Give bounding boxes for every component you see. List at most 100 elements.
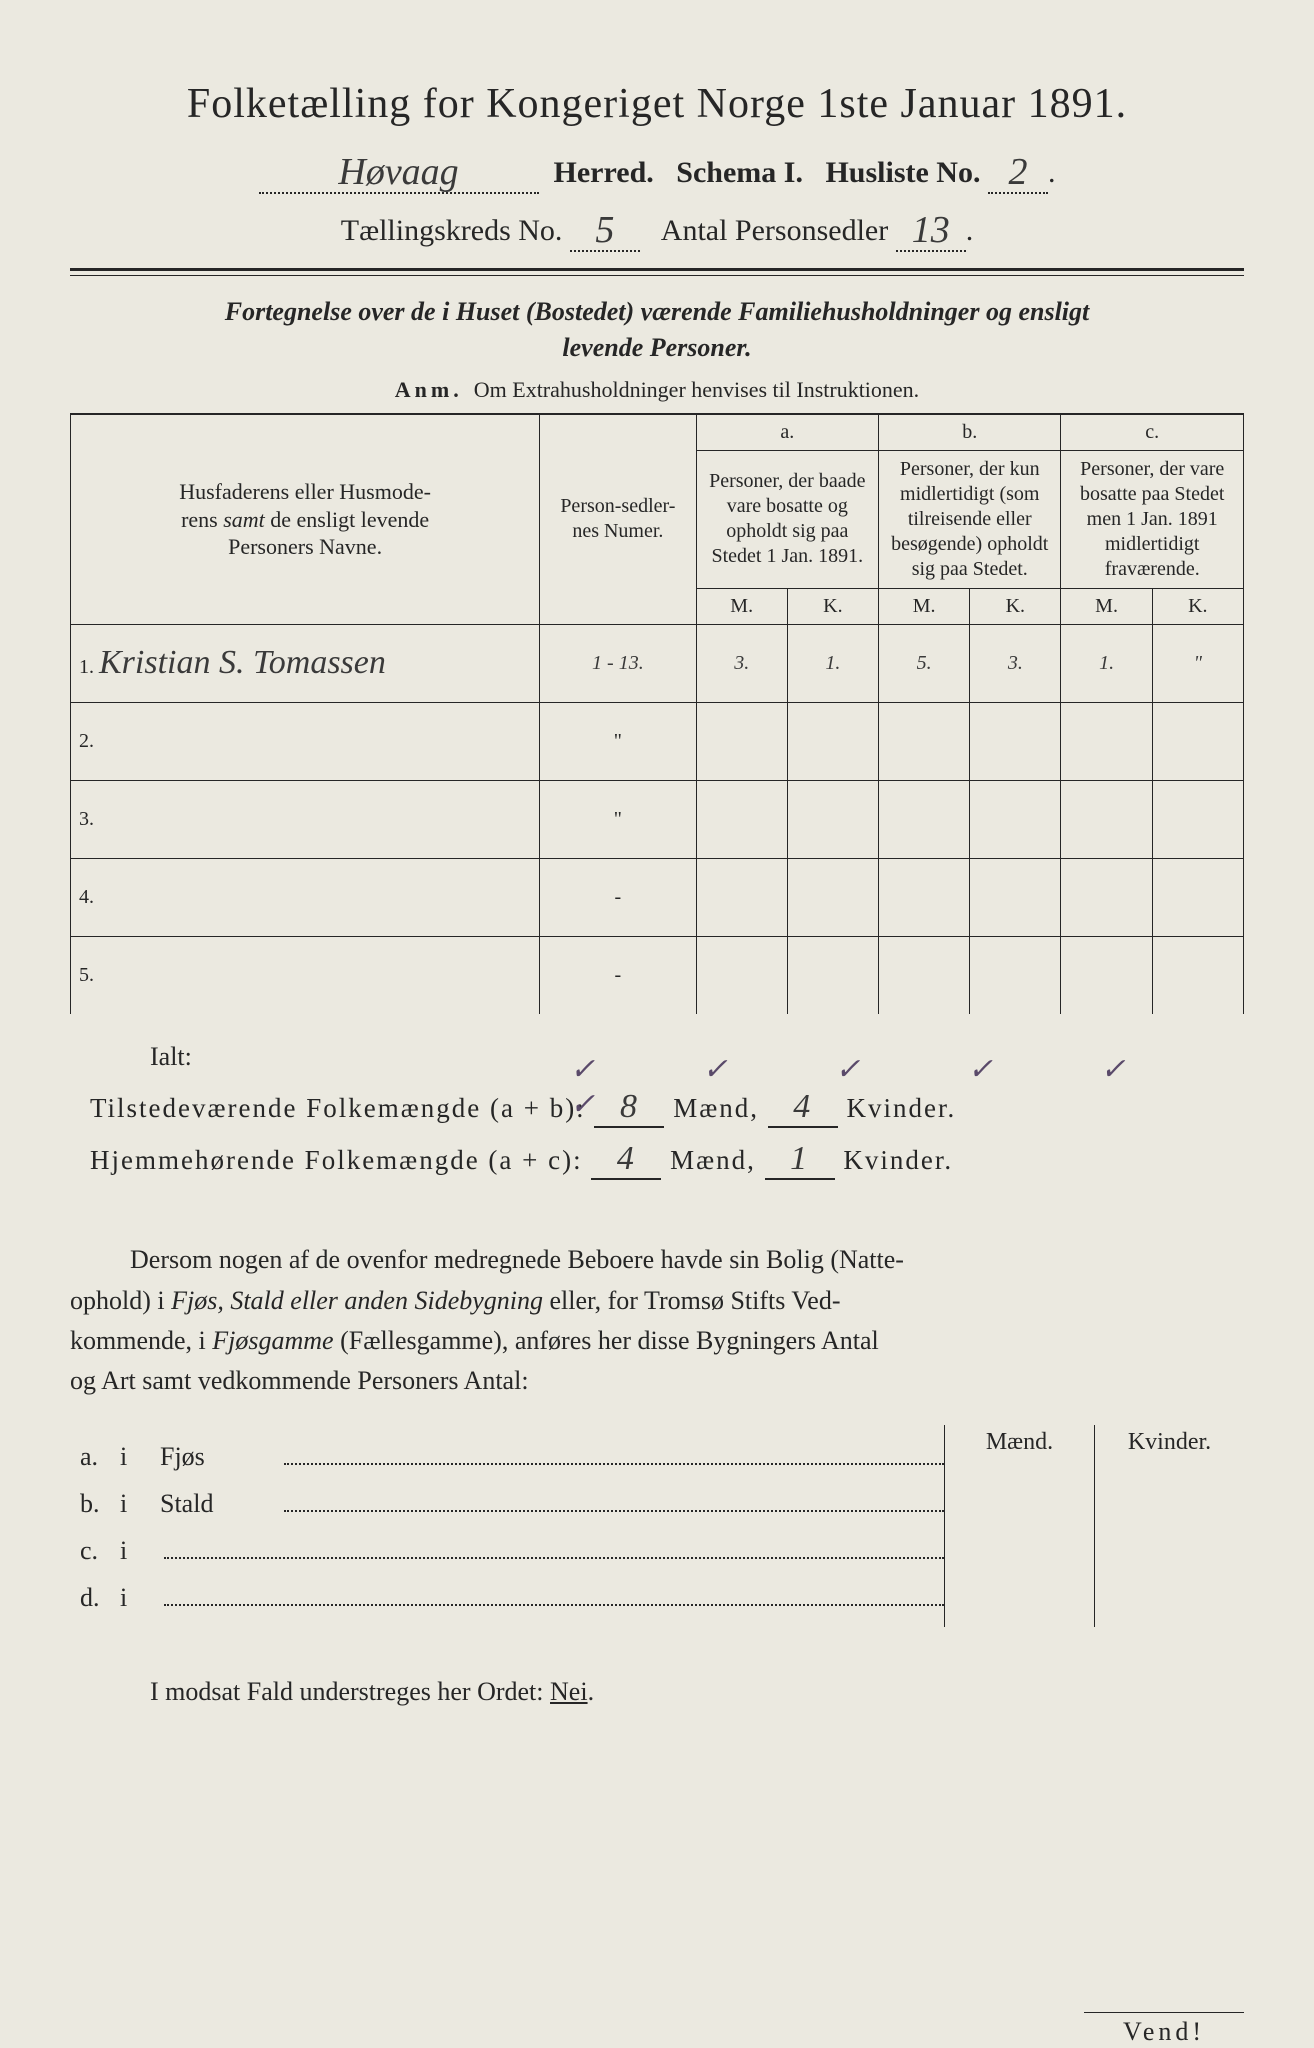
kreds-label: Tællingskreds No. [341,214,563,247]
nei-line: I modsat Fald understreges her Ordet: Ne… [70,1677,1244,1707]
mk-header: M. [696,588,787,624]
cell [1061,702,1152,780]
row-name-cell: 5. [71,936,540,1014]
mk-header: M. [879,588,970,624]
subtitle-line1: Fortegnelse over de i Huset (Bostedet) v… [225,297,1090,326]
divider-rule [70,268,1244,276]
list-item: d. i [70,1580,944,1613]
row-num-cell: 1 - 13. [540,624,696,702]
row-num-cell: - [540,858,696,936]
cell [970,936,1061,1014]
schema-label: Schema I. [676,156,803,189]
cell [1152,858,1243,936]
census-form-page: Folketælling for Kongeriget Norge 1ste J… [70,80,1244,1707]
cell [1061,780,1152,858]
cell [970,780,1061,858]
subtitle-line2: levende Personer. [562,333,751,362]
maend-col: Mænd. [945,1425,1095,1627]
cell: 1. [1061,624,1152,702]
table-header-row-1: Husfaderens eller Husmode-rens samt de e… [71,414,1244,450]
instruction-paragraph: Dersom nogen af de ovenfor medregnede Be… [70,1240,1244,1401]
col-name-header: Husfaderens eller Husmode-rens samt de e… [71,414,540,624]
cell: 3. [970,624,1061,702]
annotation-line: Anm. Om Extrahusholdninger henvises til … [70,377,1244,403]
cell [1152,780,1243,858]
total-ac-k: 1 [765,1140,835,1180]
totals-block: ✓ ✓ ✓ ✓ ✓ ✓ Ialt: Tilstedeværende Folkem… [70,1042,1244,1180]
table-row: 2. " [71,702,1244,780]
dotted-line [284,1486,944,1512]
cell [1061,858,1152,936]
cell [787,702,878,780]
kreds-value: 5 [595,209,614,251]
row-name-cell: 1. Kristian S. Tomassen [71,624,540,702]
cell [787,858,878,936]
vend-label: Vend! [1084,2012,1244,2047]
col-c-desc: Personer, der vare bosatte paa Stedet me… [1061,450,1244,588]
cell: 5. [879,624,970,702]
row-name-cell: 2. [71,702,540,780]
col-a-desc: Personer, der baade vare bosatte og opho… [696,450,878,588]
antal-value: 13 [912,209,950,251]
col-a-key: a. [696,414,878,450]
cell [787,780,878,858]
cell [787,936,878,1014]
cell [1152,936,1243,1014]
list-item: b. i Stald [70,1486,944,1519]
dotted-line [284,1439,944,1465]
mk-header: K. [787,588,878,624]
cell [879,858,970,936]
anm-text: Om Extrahusholdninger henvises til Instr… [474,377,919,402]
cell [1061,936,1152,1014]
subtitle: Fortegnelse over de i Huset (Bostedet) v… [70,294,1244,367]
mk-header: K. [1152,588,1243,624]
check-marks: ✓ ✓ ✓ ✓ ✓ ✓ [570,1052,1244,1122]
list-item: c. i [70,1533,944,1566]
husliste-value: 2 [1008,151,1027,193]
col-b-key: b. [879,414,1061,450]
page-title: Folketælling for Kongeriget Norge 1ste J… [70,80,1244,128]
list-item: a. i Fjøs [70,1439,944,1472]
dotted-line [164,1533,944,1559]
row-name-cell: 3. [71,780,540,858]
cell [879,780,970,858]
table-row: 3. " [71,780,1244,858]
herred-label: Herred. [554,156,654,189]
mk-header: K. [970,588,1061,624]
kvinder-col: Kvinder. [1095,1425,1244,1627]
cell [970,858,1061,936]
col-c-key: c. [1061,414,1244,450]
row-name-cell: 4. [71,858,540,936]
cell [879,702,970,780]
cell [696,780,787,858]
cell [1152,702,1243,780]
col-b-desc: Personer, der kun midlertidigt (som tilr… [879,450,1061,588]
anm-label: Anm. [395,377,463,402]
total-ac-m: 4 [591,1140,661,1180]
building-list: a. i Fjøs b. i Stald c. i d. i [70,1425,944,1627]
dotted-line [164,1580,944,1606]
row-num-cell: " [540,780,696,858]
header-line-3: Tællingskreds No. 5 Antal Personsedler 1… [70,206,1244,252]
table-row: 4. - [71,858,1244,936]
herred-value: Høvaag [338,151,458,193]
table-row: 5. - [71,936,1244,1014]
cell [970,702,1061,780]
row-num-cell: - [540,936,696,1014]
cell [696,936,787,1014]
cell [879,936,970,1014]
col-num-header: Person-sedler-nes Numer. [540,414,696,624]
cell [696,702,787,780]
summary-line-2: Hjemmehørende Folkemængde (a + c): 4 Mæn… [90,1140,1244,1180]
mk-columns: Mænd. Kvinder. [944,1425,1244,1627]
row-num-cell: " [540,702,696,780]
antal-label: Antal Personsedler [661,214,888,247]
table-row: 1. Kristian S. Tomassen 1 - 13. 3. 1. 5.… [71,624,1244,702]
cell [696,858,787,936]
cell: 3. [696,624,787,702]
lower-section: a. i Fjøs b. i Stald c. i d. i [70,1425,1244,1627]
husliste-label: Husliste No. [825,156,980,189]
cell: 1. [787,624,878,702]
cell: " [1152,624,1243,702]
header-line-2: Høvaag Herred. Schema I. Husliste No. 2. [70,148,1244,194]
